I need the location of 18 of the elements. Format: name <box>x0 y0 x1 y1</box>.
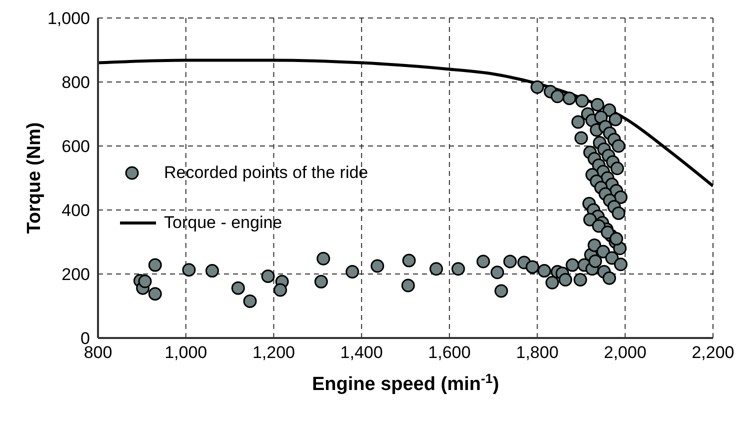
y-tick-label: 600 <box>62 137 90 156</box>
y-tick-label: 400 <box>62 201 90 220</box>
x-tick-label: 1,200 <box>252 343 295 362</box>
y-tick-label: 800 <box>62 73 90 92</box>
x-tick-label: 1,400 <box>340 343 383 362</box>
x-tick-label: 2,200 <box>692 343 734 362</box>
x-tick-label: 800 <box>84 343 112 362</box>
x-tick-label: 1,800 <box>516 343 559 362</box>
x-axis-title: Engine speed (min$^{-1}$) <box>312 370 500 395</box>
line-series <box>98 58 713 188</box>
x-tick-label: 1,000 <box>164 343 208 362</box>
y-tick-label: 200 <box>62 265 90 284</box>
legend-label: Torque - engine <box>164 213 282 233</box>
x-tick-label: 2,000 <box>604 343 646 362</box>
legend-label: Recorded points of the ride <box>164 163 368 183</box>
x-tick-label: 1,600 <box>428 343 471 362</box>
y-axis-title: Torque (Nm) <box>24 122 45 234</box>
y-tick-label: 1,000 <box>47 9 90 28</box>
